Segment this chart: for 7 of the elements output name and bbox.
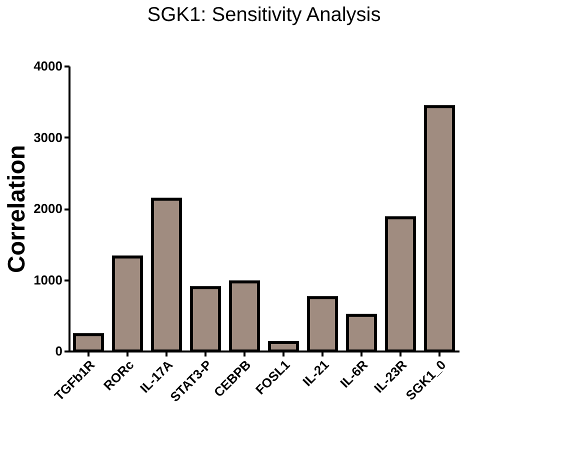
y-tick-label: 0 xyxy=(55,344,62,358)
y-tick-label: 2000 xyxy=(34,201,62,216)
y-tick-label: 4000 xyxy=(34,58,62,74)
chart-title: SGK1: Sensitivity Analysis xyxy=(147,4,381,26)
y-axis-title: Correlation xyxy=(4,144,31,274)
y-tick-label: 1000 xyxy=(34,272,62,288)
y-tick-label: 3000 xyxy=(34,130,62,145)
